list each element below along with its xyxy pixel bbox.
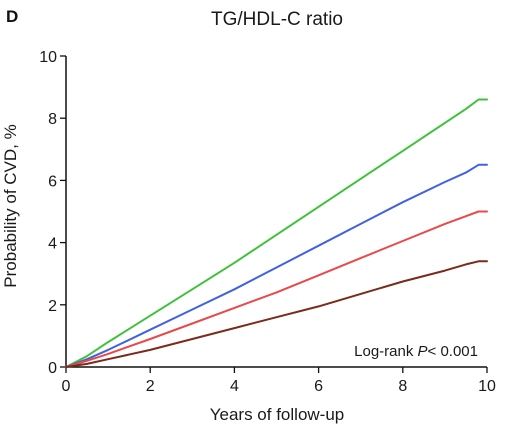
x-tick-label: 4 (230, 378, 239, 395)
x-axis-label: Years of follow-up (210, 405, 345, 424)
x-tick-label: 10 (478, 378, 496, 395)
x-tick-label: 0 (62, 378, 71, 395)
plot-area: 0 2 4 6 8 10 0 2 4 6 8 10 (39, 49, 496, 395)
series-line-4 (65, 260, 488, 368)
series-layer (65, 98, 488, 368)
series-line-2 (65, 163, 488, 368)
y-axis-label: Probability of CVD, % (1, 124, 20, 287)
panel-label: D (6, 7, 18, 26)
annotation-p: P (418, 343, 428, 360)
x-tick-label: 2 (146, 378, 155, 395)
x-tick-label: 6 (314, 378, 323, 395)
x-tick-label: 8 (398, 378, 407, 395)
series-line-1 (65, 98, 488, 368)
y-tick-label: 6 (48, 173, 57, 190)
annotation-prefix: Log-rank (354, 343, 417, 360)
annotation-suffix: < 0.001 (428, 343, 478, 360)
y-tick-label: 4 (48, 236, 57, 253)
ticks-layer: 0 2 4 6 8 10 0 2 4 6 8 10 (39, 49, 496, 395)
y-tick-label: 0 (48, 360, 57, 377)
y-tick-label: 2 (48, 298, 57, 315)
chart-title: TG/HDL-C ratio (211, 9, 343, 30)
y-tick-label: 8 (48, 111, 57, 128)
series-line-3 (65, 210, 488, 368)
log-rank-annotation: Log-rank P< 0.001 (354, 343, 478, 360)
y-tick-label: 10 (39, 49, 57, 66)
